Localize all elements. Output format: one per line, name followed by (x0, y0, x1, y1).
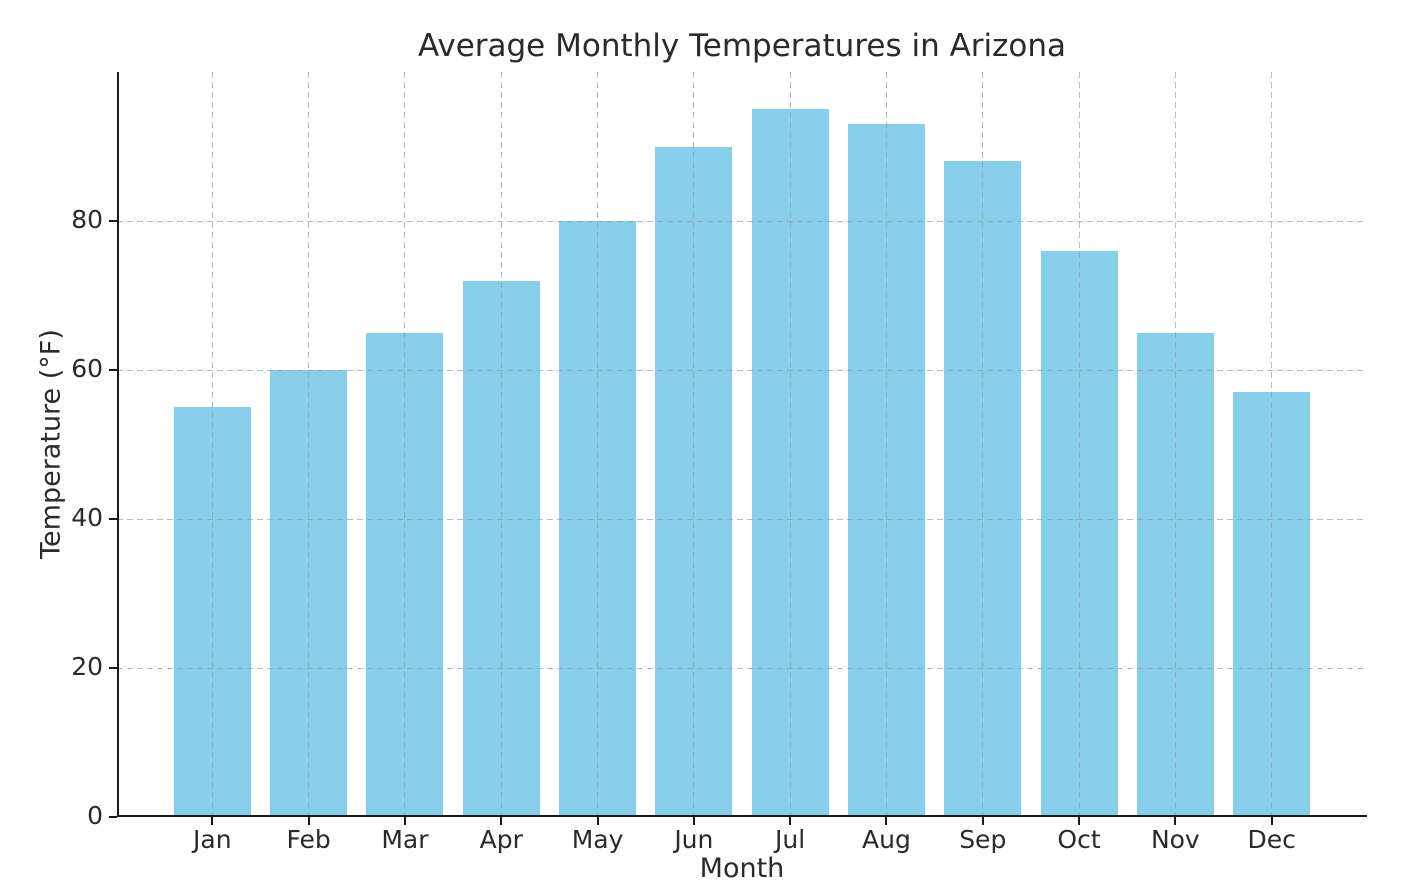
x-tick-label-jun: Jun (674, 825, 714, 854)
gridline-vertical-oct (1078, 72, 1080, 817)
x-tick-dec (1270, 817, 1273, 825)
x-axis-spine (117, 815, 1367, 817)
y-tick-40 (109, 518, 117, 520)
x-tick-may (596, 817, 599, 825)
gridline-vertical-aug (885, 72, 887, 817)
y-tick-0 (109, 816, 117, 818)
y-tick-label-0: 0 (87, 801, 103, 830)
chart-title: Average Monthly Temperatures in Arizona (417, 28, 1067, 64)
x-tick-label-may: May (571, 825, 624, 854)
y-tick-label-60: 60 (71, 354, 103, 383)
y-tick-label-40: 40 (71, 503, 103, 532)
gridline-vertical-may (597, 72, 599, 817)
x-tick-mar (403, 817, 406, 825)
gridline-vertical-jun (693, 72, 695, 817)
gridline-vertical-mar (404, 72, 406, 817)
x-tick-label-mar: Mar (381, 825, 429, 854)
x-tick-label-feb: Feb (286, 825, 331, 854)
gridline-horizontal-20 (117, 668, 1367, 669)
x-tick-label-jan: Jan (193, 825, 232, 854)
x-tick-label-jul: Jul (775, 825, 806, 854)
x-tick-label-apr: Apr (479, 825, 523, 854)
x-tick-nov (1174, 817, 1177, 825)
plot-area (117, 72, 1367, 817)
y-tick-60 (109, 369, 117, 371)
y-tick-80 (109, 220, 117, 222)
x-tick-jul (789, 817, 792, 825)
gridline-vertical-apr (500, 72, 502, 817)
gridline-vertical-nov (1174, 72, 1176, 817)
x-tick-sep (981, 817, 984, 825)
x-tick-label-sep: Sep (959, 825, 1007, 854)
gridline-horizontal-60 (117, 370, 1367, 371)
gridline-vertical-sep (982, 72, 984, 817)
y-tick-label-80: 80 (71, 205, 103, 234)
gridline-horizontal-40 (117, 519, 1367, 520)
x-tick-label-aug: Aug (862, 825, 911, 854)
x-tick-jan (211, 817, 214, 825)
y-tick-20 (109, 667, 117, 669)
x-tick-label-nov: Nov (1150, 825, 1200, 854)
x-tick-oct (1078, 817, 1081, 825)
x-tick-aug (885, 817, 888, 825)
gridline-vertical-feb (308, 72, 310, 817)
x-tick-apr (500, 817, 503, 825)
gridline-vertical-jan (211, 72, 213, 817)
gridline-vertical-dec (1271, 72, 1273, 817)
x-tick-feb (307, 817, 310, 825)
x-tick-label-oct: Oct (1057, 825, 1101, 854)
x-axis-label: Month (699, 853, 785, 884)
y-axis-spine (117, 72, 119, 817)
x-tick-label-dec: Dec (1247, 825, 1296, 854)
gridline-vertical-jul (789, 72, 791, 817)
y-tick-label-20: 20 (71, 652, 103, 681)
gridline-horizontal-80 (117, 221, 1367, 222)
x-tick-jun (692, 817, 695, 825)
